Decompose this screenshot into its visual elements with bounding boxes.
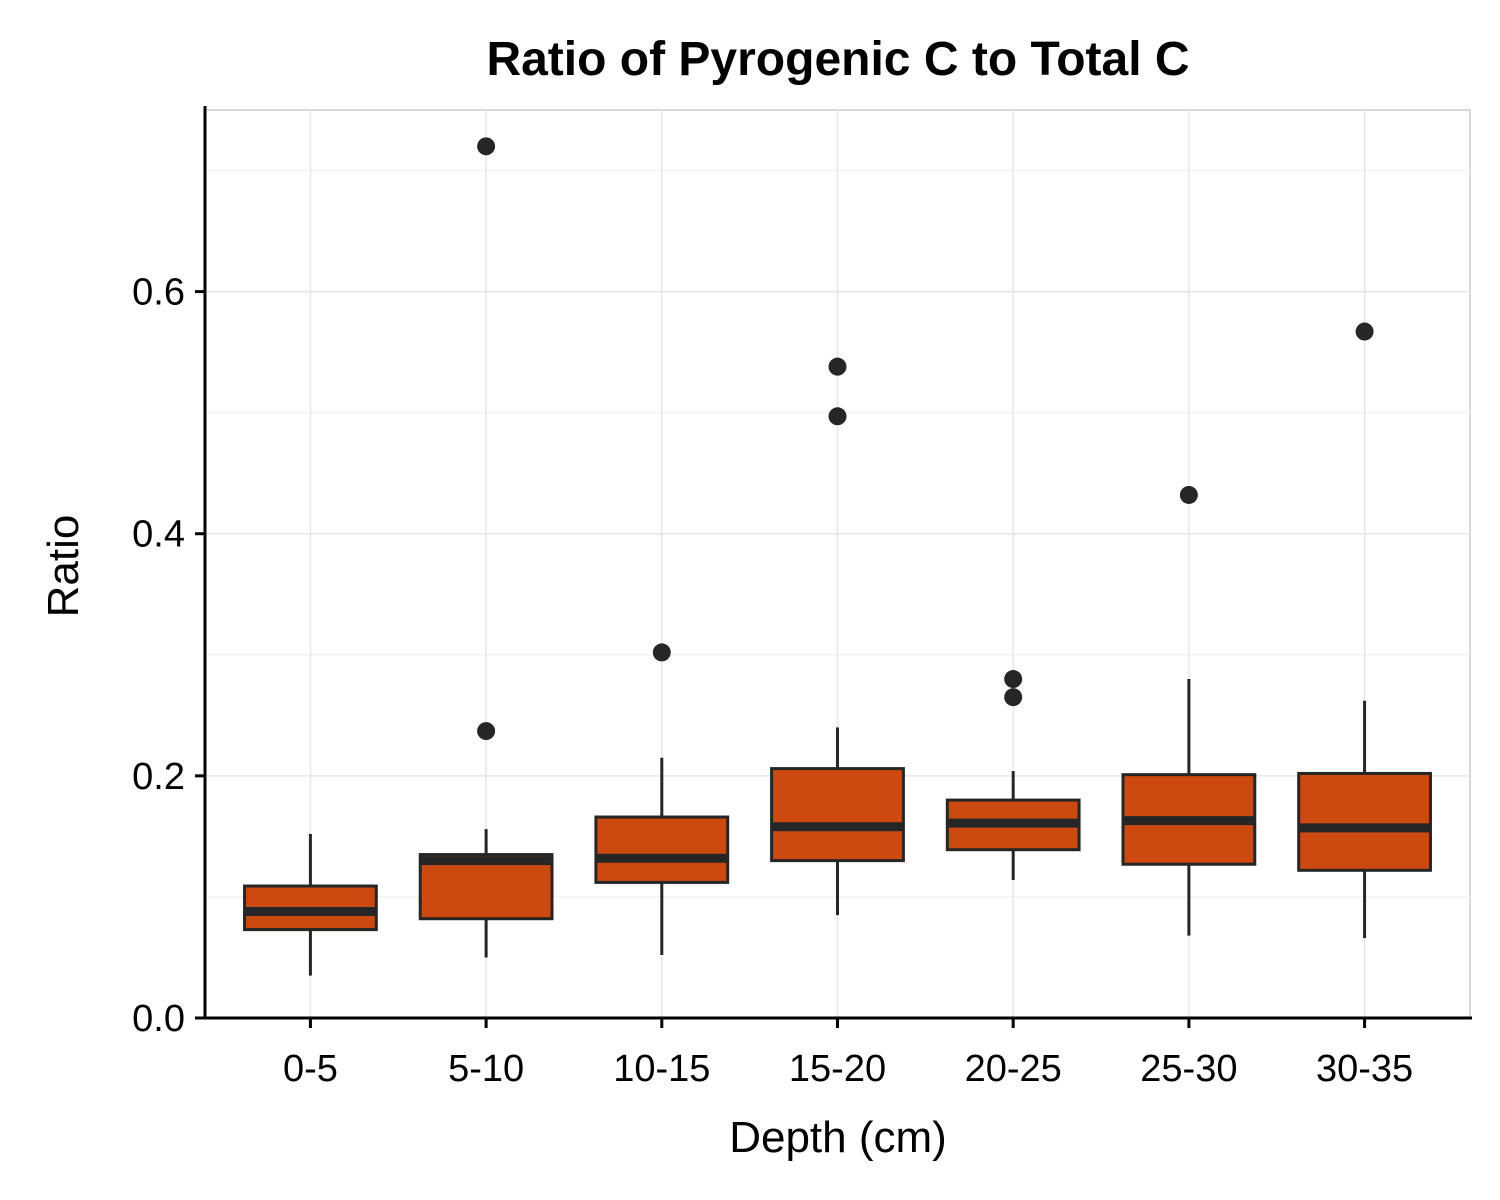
y-tick-label: 0.6 [132, 272, 185, 314]
outlier-point [828, 357, 847, 376]
outlier-point [1004, 688, 1023, 707]
x-tick-label: 10-15 [613, 1048, 710, 1090]
y-tick-label: 0.0 [132, 998, 185, 1040]
y-tick-label: 0.4 [132, 514, 185, 556]
outlier-point [652, 643, 671, 662]
outlier-point [1004, 670, 1023, 689]
x-tick-label: 15-20 [789, 1048, 886, 1090]
box-10-15 [594, 815, 730, 884]
x-tick-label: 20-25 [965, 1048, 1062, 1090]
y-axis-title: Ratio [39, 515, 88, 618]
x-tick-label: 0-5 [283, 1048, 338, 1090]
y-tick-label: 0.2 [132, 756, 185, 798]
x-tick-label: 5-10 [448, 1048, 524, 1090]
outlier-point [1355, 322, 1374, 341]
outlier-point [1179, 485, 1198, 504]
x-tick-label: 25-30 [1140, 1048, 1237, 1090]
outlier-point [477, 137, 496, 156]
box-15-20 [770, 767, 905, 863]
chart-title: Ratio of Pyrogenic C to Total C [486, 33, 1189, 86]
box-30-35 [1297, 771, 1432, 872]
x-axis-title: Depth (cm) [729, 1113, 947, 1162]
box-5-10 [418, 853, 554, 921]
outlier-point [477, 722, 496, 741]
plot-area: 0.0 0.2 0.4 0.6 0-5 5-10 10-15 15-20 20-25 25-30 3… [132, 106, 1472, 1090]
x-tick-label: 30-35 [1316, 1048, 1413, 1090]
outlier-point [828, 407, 847, 426]
